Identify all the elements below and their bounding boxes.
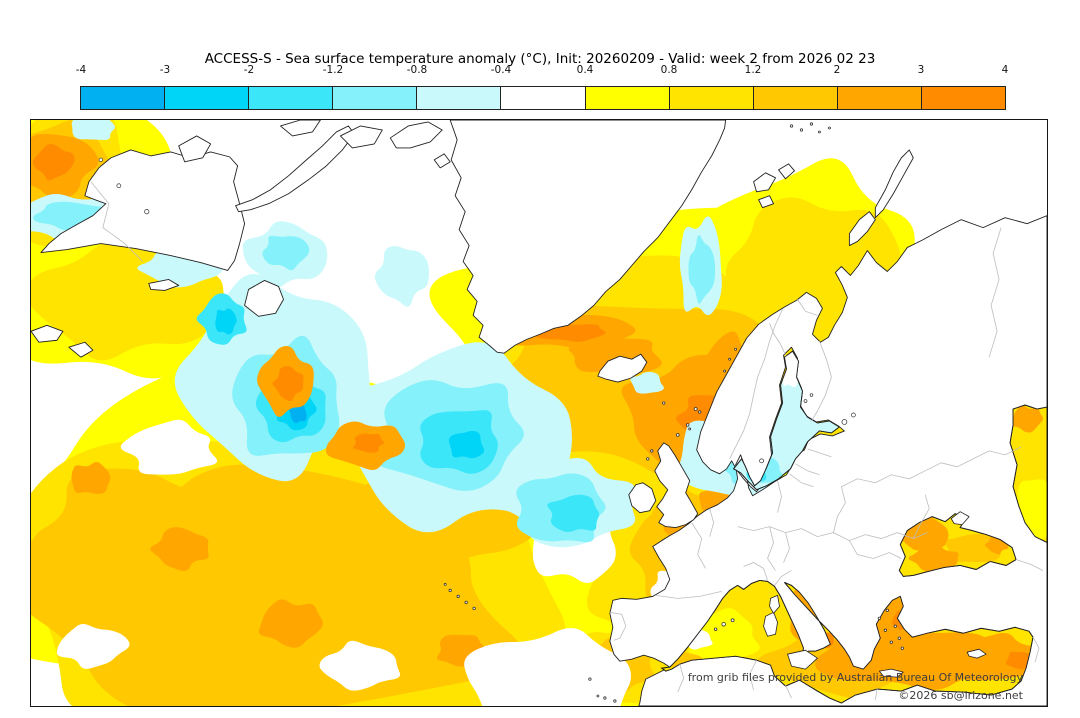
scale-tick: 0.8 <box>660 64 678 76</box>
scale-tick: -2 <box>243 64 255 76</box>
scale-segment <box>837 87 922 109</box>
scale-segment <box>249 87 334 109</box>
scale-segment <box>669 87 754 109</box>
scale-tick: -4 <box>75 64 87 76</box>
attribution-line-2: ©2026 sb@irizone.net <box>898 689 1023 702</box>
scale-segment <box>417 87 502 109</box>
scale-tick: 2 <box>833 64 841 76</box>
map-title: ACCESS-S - Sea surface temperature anoma… <box>204 51 876 67</box>
scale-segment <box>81 87 166 109</box>
scale-segment <box>585 87 670 109</box>
islets <box>443 122 904 703</box>
scale-segment <box>333 87 418 109</box>
attribution-line-1: from grib files provided by Australian B… <box>687 671 1023 684</box>
scale-tick: -1.2 <box>322 64 344 76</box>
color-scale-bar <box>80 86 1006 110</box>
scale-segment <box>921 87 1006 109</box>
islands <box>763 511 987 678</box>
scale-segment <box>165 87 250 109</box>
map-panel: from grib files provided by Australian B… <box>30 119 1048 707</box>
scale-tick: -3 <box>159 64 171 76</box>
scale-tick: -0.4 <box>490 64 512 76</box>
scale-tick: 4 <box>1001 64 1009 76</box>
scale-segment <box>501 87 586 109</box>
scale-tick: 3 <box>917 64 925 76</box>
color-scale-ticks: -4 -3 -2 -1.2 -0.8 -0.4 0.4 0.8 1.2 2 3 4 <box>76 64 1009 78</box>
country-borders <box>90 181 1044 701</box>
scale-segment <box>753 87 838 109</box>
scale-tick: -0.8 <box>406 64 428 76</box>
map-canvas <box>31 120 1047 706</box>
lakes <box>98 157 856 464</box>
scale-tick: 0.4 <box>576 64 594 76</box>
coastlines <box>31 120 1047 706</box>
scale-tick: 1.2 <box>744 64 762 76</box>
